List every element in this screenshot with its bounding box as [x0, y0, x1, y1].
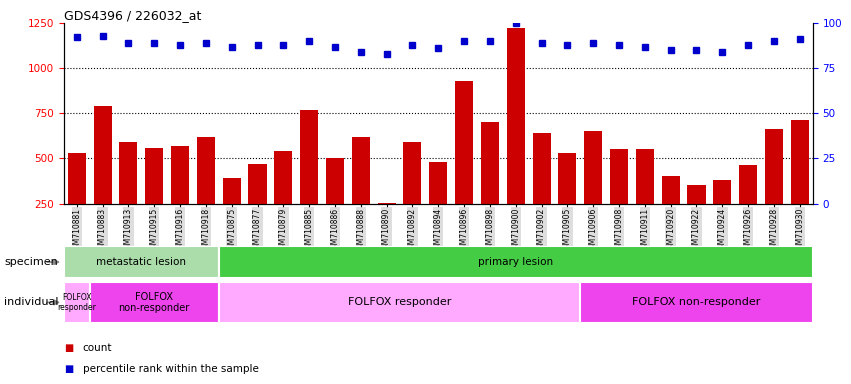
- Bar: [326, 159, 344, 204]
- Text: GDS4396 / 226032_at: GDS4396 / 226032_at: [64, 9, 201, 22]
- Bar: [481, 122, 499, 204]
- Bar: [688, 185, 705, 204]
- Text: ■: ■: [64, 343, 73, 353]
- Bar: [584, 131, 603, 204]
- Bar: [89, 282, 219, 323]
- Bar: [610, 149, 628, 204]
- Bar: [580, 282, 813, 323]
- Bar: [219, 282, 580, 323]
- Bar: [636, 149, 654, 204]
- Bar: [94, 106, 111, 204]
- Bar: [533, 133, 551, 204]
- Bar: [713, 180, 731, 204]
- Bar: [68, 153, 86, 204]
- Text: FOLFOX
responder: FOLFOX responder: [57, 293, 96, 312]
- Bar: [765, 129, 783, 204]
- Bar: [64, 246, 219, 278]
- Bar: [219, 246, 813, 278]
- Text: count: count: [83, 343, 112, 353]
- Bar: [506, 28, 525, 204]
- Text: FOLFOX non-responder: FOLFOX non-responder: [632, 297, 761, 308]
- Bar: [455, 81, 473, 204]
- Text: ■: ■: [64, 364, 73, 374]
- Text: percentile rank within the sample: percentile rank within the sample: [83, 364, 259, 374]
- Bar: [300, 110, 318, 204]
- Text: primary lesion: primary lesion: [478, 257, 553, 267]
- Bar: [740, 165, 757, 204]
- Bar: [197, 137, 215, 204]
- Text: metastatic lesion: metastatic lesion: [96, 257, 186, 267]
- Bar: [146, 147, 163, 204]
- Bar: [661, 177, 680, 204]
- Bar: [274, 151, 293, 204]
- Bar: [119, 142, 137, 204]
- Bar: [171, 146, 189, 204]
- Bar: [223, 178, 241, 204]
- Bar: [429, 162, 448, 204]
- Text: FOLFOX responder: FOLFOX responder: [348, 297, 451, 308]
- Text: specimen: specimen: [4, 257, 58, 267]
- Bar: [558, 153, 576, 204]
- Bar: [248, 164, 266, 204]
- Text: FOLFOX
non-responder: FOLFOX non-responder: [118, 291, 190, 313]
- Bar: [64, 282, 89, 323]
- Bar: [378, 203, 396, 204]
- Bar: [351, 137, 370, 204]
- Text: individual: individual: [4, 297, 59, 308]
- Bar: [791, 121, 808, 204]
- Bar: [403, 142, 421, 204]
